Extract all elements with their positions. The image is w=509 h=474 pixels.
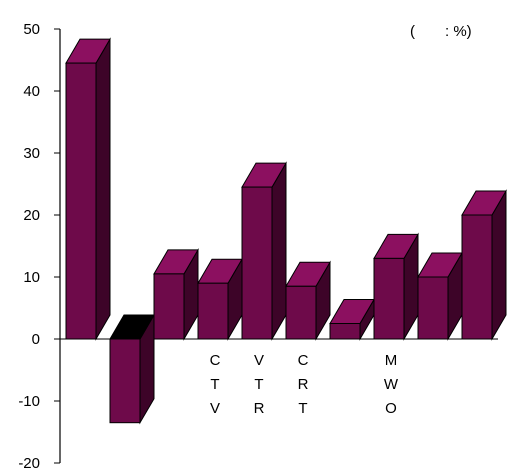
y-tick-label: 40 xyxy=(23,83,40,100)
bar-front xyxy=(461,214,493,340)
bar-front xyxy=(197,282,229,340)
bar-front xyxy=(285,285,317,340)
y-tick-label: 20 xyxy=(23,207,40,224)
y-tick-label: 50 xyxy=(23,21,40,38)
bars-layer xyxy=(65,37,507,425)
y-tick-label: 0 xyxy=(32,331,40,348)
bar xyxy=(65,37,111,341)
y-tick-label: -10 xyxy=(18,393,40,410)
y-tick-label: 30 xyxy=(23,145,40,162)
y-tick-label: -20 xyxy=(18,455,40,472)
bar xyxy=(153,248,199,341)
bar-front xyxy=(65,62,97,340)
bar xyxy=(461,189,507,341)
bar xyxy=(197,257,243,341)
bar xyxy=(417,251,463,341)
bar-front xyxy=(241,186,273,340)
bar-side xyxy=(271,161,287,341)
bar-front xyxy=(329,323,361,340)
bar-side xyxy=(491,189,507,341)
bar xyxy=(241,161,287,341)
labels-layer: C T V V T R C R T M W O xyxy=(210,352,399,417)
bar-front xyxy=(373,257,405,340)
bar xyxy=(329,297,375,341)
bar xyxy=(109,313,155,425)
unit-label: ( : %) xyxy=(410,23,472,40)
bar xyxy=(285,260,331,341)
bar-front xyxy=(153,273,185,340)
bar xyxy=(373,232,419,341)
bar-front xyxy=(417,276,449,340)
bar-front xyxy=(109,338,141,424)
bar-side xyxy=(95,37,111,341)
y-tick-label: 10 xyxy=(23,269,40,286)
